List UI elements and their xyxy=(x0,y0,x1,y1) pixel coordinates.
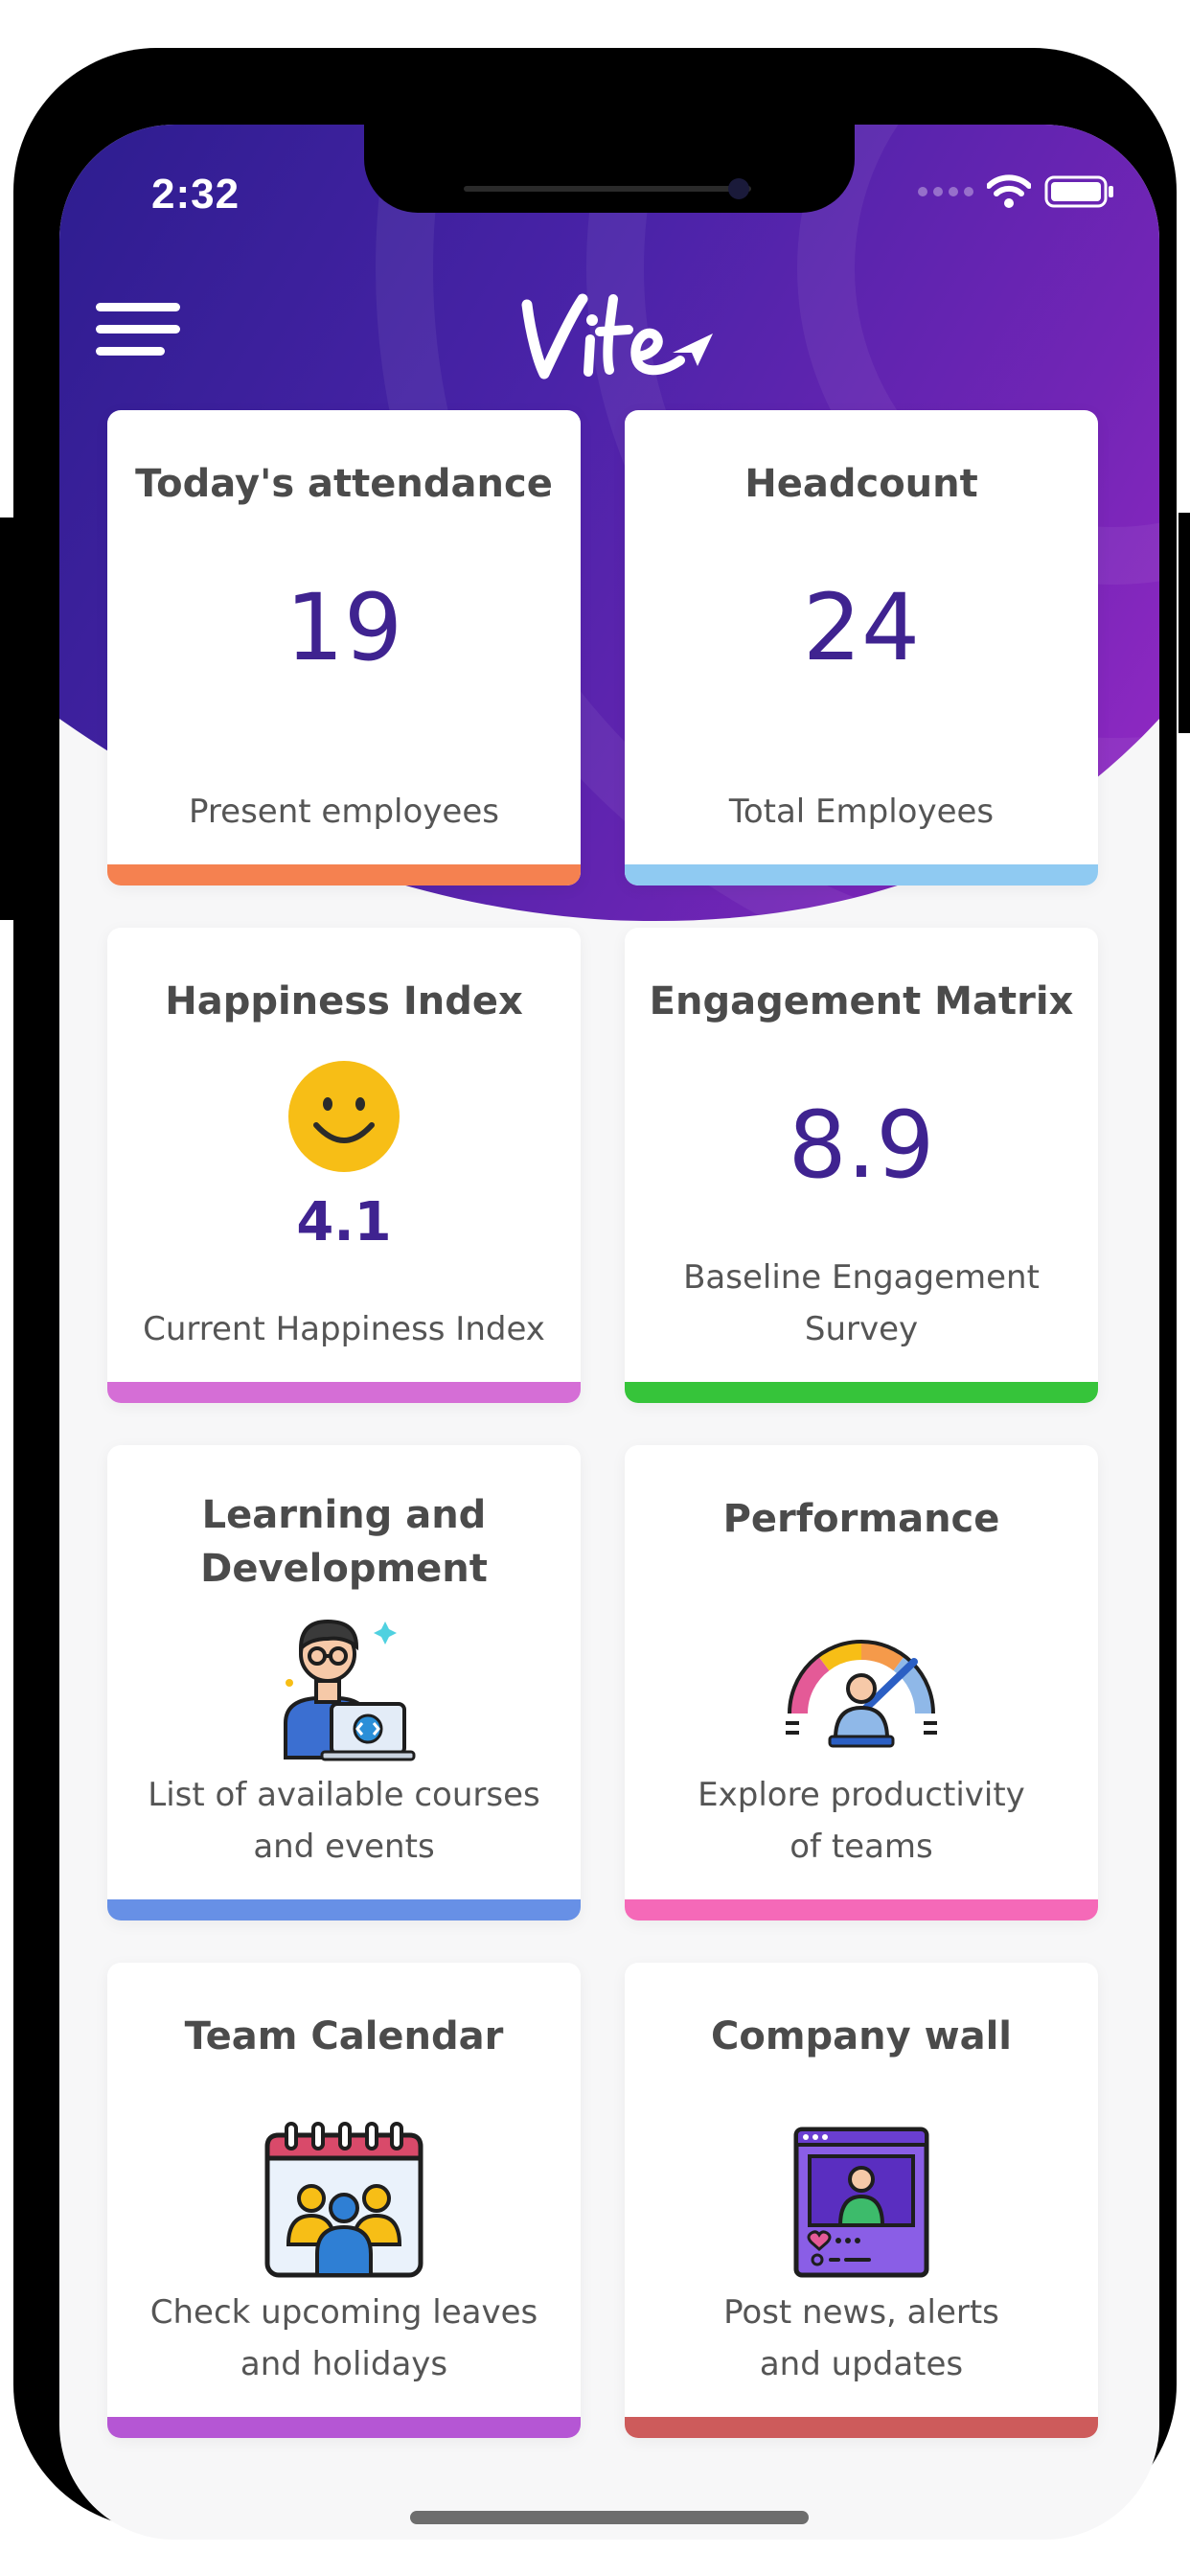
card-subtitle-line1: Post news, alerts xyxy=(723,2293,999,2332)
card-accent-bar xyxy=(625,1899,1098,1920)
wifi-icon xyxy=(987,174,1031,208)
card-subtitle-line1: Explore productivity xyxy=(698,1776,1025,1814)
card-title: Company wall xyxy=(711,2014,1012,2058)
phone-frame: 2:32 xyxy=(13,48,1177,2540)
card-subtitle-line1: Baseline Engagement xyxy=(683,1258,1040,1297)
performance-gauge-icon xyxy=(786,1640,937,1748)
card-subtitle: Total Employees xyxy=(728,793,995,831)
smiley-face-icon xyxy=(288,1061,400,1172)
happiness-value: 4.1 xyxy=(296,1191,392,1254)
card-subtitle-line2: and updates xyxy=(759,2345,964,2383)
card-accent-bar xyxy=(107,1382,581,1403)
card-title: Headcount xyxy=(744,462,978,506)
learning-development-card[interactable]: Learning and Development List of availab… xyxy=(107,1445,581,1920)
card-subtitle-line1: Check upcoming leaves xyxy=(149,2293,538,2332)
card-accent-bar xyxy=(625,864,1098,886)
card-title: Team Calendar xyxy=(184,2014,504,2058)
card-title: Engagement Matrix xyxy=(649,979,1074,1024)
battery-icon xyxy=(1044,175,1113,208)
phone-side-button-left xyxy=(0,518,17,920)
status-time: 2:32 xyxy=(151,171,240,218)
card-accent-bar xyxy=(107,864,581,886)
card-subtitle-line2: Survey xyxy=(804,1310,919,1348)
status-icons xyxy=(918,174,1115,209)
card-subtitle-line1: List of available courses xyxy=(148,1776,540,1814)
developer-laptop-icon xyxy=(284,1619,416,1761)
engagement-matrix-card[interactable]: Engagement Matrix 8.9 Baseline Engagemen… xyxy=(625,928,1098,1403)
happiness-index-card[interactable]: Happiness Index 4.1 Current Happiness In… xyxy=(107,928,581,1403)
card-title: Happiness Index xyxy=(165,979,523,1024)
headcount-card[interactable]: Headcount 24 Total Employees xyxy=(625,410,1098,886)
performance-card[interactable]: Performance Explore productivity of team… xyxy=(625,1445,1098,1920)
card-accent-bar xyxy=(625,2417,1098,2438)
card-accent-bar xyxy=(625,1382,1098,1403)
card-title-line1: Learning and xyxy=(201,1493,487,1537)
card-subtitle-line2: and holidays xyxy=(240,2345,448,2383)
card-accent-bar xyxy=(107,1899,581,1920)
company-wall-card[interactable]: Company wall Post news, alerts and updat… xyxy=(625,1963,1098,2438)
signal-dots-icon xyxy=(918,187,973,196)
vite-logo xyxy=(521,293,713,380)
notch-speaker xyxy=(464,186,751,192)
card-accent-bar xyxy=(107,2417,581,2438)
attendance-count: 19 xyxy=(285,574,403,681)
card-subtitle-line2: of teams xyxy=(790,1828,933,1866)
team-calendar-card[interactable]: Team Calendar Check upcoming leaves xyxy=(107,1963,581,2438)
card-subtitle: Present employees xyxy=(189,793,499,831)
device-notch xyxy=(364,125,855,213)
card-subtitle: Current Happiness Index xyxy=(143,1310,545,1348)
home-indicator[interactable] xyxy=(410,2511,809,2524)
headcount-count: 24 xyxy=(802,574,921,681)
card-subtitle-line2: and events xyxy=(253,1828,435,1866)
notch-camera xyxy=(728,178,749,199)
engagement-value: 8.9 xyxy=(788,1092,935,1199)
card-title: Today's attendance xyxy=(135,462,553,506)
app-screen: 2:32 xyxy=(59,125,1159,2540)
phone-side-button-right xyxy=(1179,513,1190,733)
card-title: Performance xyxy=(722,1497,1000,1541)
attendance-card[interactable]: Today's attendance 19 Present employees xyxy=(107,410,581,886)
hamburger-menu-icon[interactable] xyxy=(96,295,184,364)
team-calendar-icon xyxy=(264,2122,423,2278)
card-title-line2: Development xyxy=(200,1547,488,1591)
company-wall-icon xyxy=(793,2127,929,2278)
